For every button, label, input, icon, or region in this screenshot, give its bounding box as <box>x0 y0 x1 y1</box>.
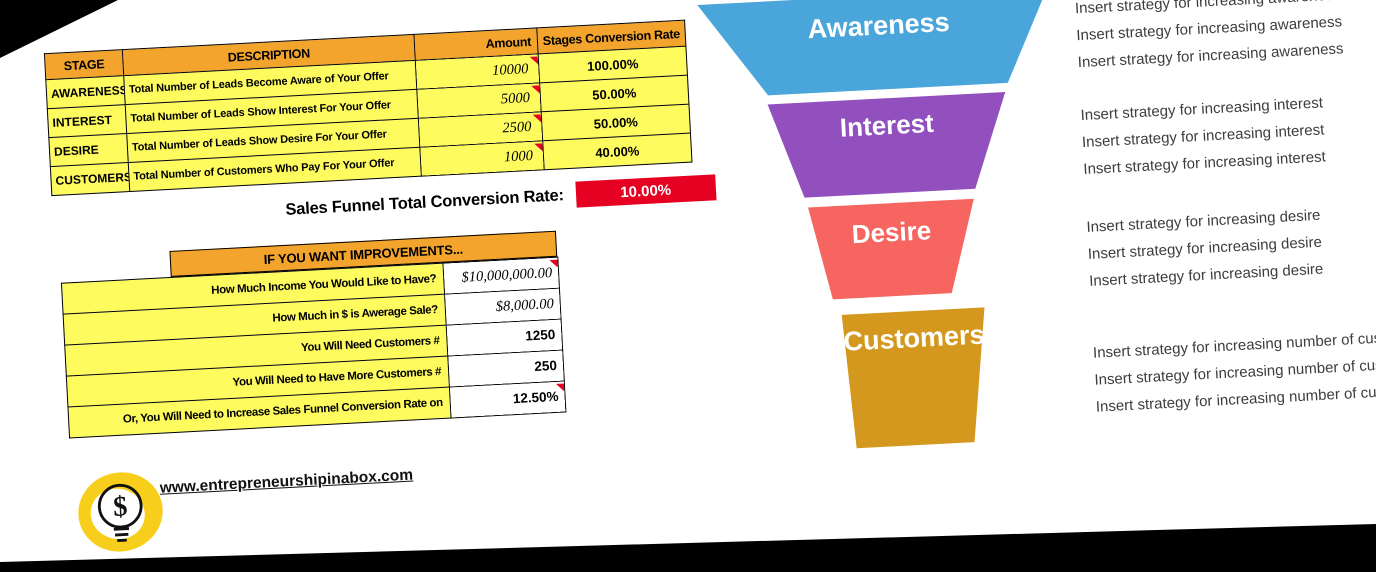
comment-marker-icon <box>534 143 543 152</box>
stage-cell: DESIRE <box>48 133 129 167</box>
website-link[interactable]: www.entrepreneurshipinabox.com <box>159 466 414 497</box>
amount-cell: 1000 <box>419 140 545 177</box>
strategy-group-awareness: Insert strategy for increasing awareness… <box>1074 0 1376 76</box>
comment-marker-icon <box>529 56 539 65</box>
improvement-value: 12.50% <box>512 388 559 407</box>
total-conversion-label: Sales Funnel Total Conversion Rate: <box>284 185 565 219</box>
funnel-label-awareness: Awareness <box>807 7 950 44</box>
stage-cell: AWARENESS <box>45 75 126 109</box>
comment-marker-icon <box>555 383 565 392</box>
improvement-value-cell: 12.50% <box>449 380 566 418</box>
improvement-value: 250 <box>534 357 558 375</box>
funnel-label-customers: Customers <box>843 319 985 356</box>
stages-table-section: STAGE DESCRIPTION Amount Stages Conversi… <box>44 20 693 196</box>
improvement-value: $10,000,000.00 <box>461 264 553 286</box>
strategy-group-customers: Insert strategy for increasing number of… <box>1092 321 1376 421</box>
improvement-value: $8,000.00 <box>495 295 555 315</box>
strategy-group-desire: Insert strategy for increasing desire In… <box>1086 195 1376 295</box>
comment-marker-icon <box>549 259 558 269</box>
comment-marker-icon <box>531 85 540 94</box>
amount-value: 5000 <box>500 89 531 107</box>
comment-marker-icon <box>532 114 542 123</box>
stages-header-stage: STAGE <box>44 49 124 80</box>
amount-value: 1000 <box>503 147 534 165</box>
amount-value: 2500 <box>502 118 532 136</box>
lightbulb-logo-icon: $ <box>78 472 163 552</box>
funnel-segment-awareness <box>697 0 1048 96</box>
strategy-group-interest: Insert strategy for increasing interest … <box>1080 83 1376 183</box>
funnel-segment-interest <box>767 92 1006 198</box>
improvements-section: IF YOU WANT IMPROVEMENTS... How Much Inc… <box>60 230 566 439</box>
funnel-label-interest: Interest <box>839 108 935 143</box>
funnel-segment-desire <box>808 198 974 300</box>
improvement-value: 1250 <box>524 326 556 344</box>
sales-funnel-diagram: Awareness Interest Desire Customers <box>697 0 1048 449</box>
logo-dollar-glyph: $ <box>112 491 128 523</box>
funnel-segment-customers <box>841 307 985 449</box>
stage-cell: CUSTOMERS <box>50 162 130 196</box>
funnel-label-desire: Desire <box>851 215 932 249</box>
stages-table: STAGE DESCRIPTION Amount Stages Conversi… <box>44 20 693 196</box>
amount-value: 10000 <box>491 60 529 79</box>
stage-cell: INTEREST <box>47 104 127 138</box>
improvements-table: How Much Income You Would Like to Have? … <box>61 257 566 439</box>
total-conversion-row: Sales Funnel Total Conversion Rate: 10.0… <box>285 173 717 224</box>
